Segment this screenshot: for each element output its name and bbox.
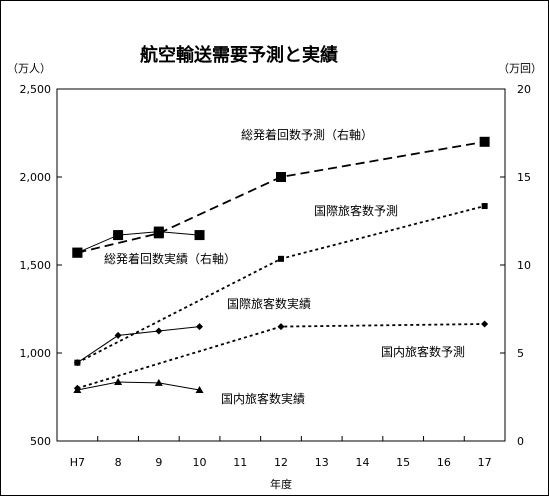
series-label: 国際旅客数実績 — [227, 296, 311, 311]
series-labels: 総発着回数予測（右軸） 総発着回数実績（右軸） 国際旅客数予測国際旅客数実績国内旅客… — [104, 127, 465, 406]
data-point-marker — [194, 230, 205, 241]
series-line — [76, 205, 485, 364]
x-axis-tick-label: 13 — [315, 456, 329, 469]
series-group — [72, 226, 205, 258]
series-label: 国際旅客数予測 — [314, 203, 398, 218]
data-point-marker — [114, 378, 123, 386]
data-point-marker — [114, 331, 122, 339]
x-axis-tick-label: 12 — [274, 456, 288, 469]
x-axis-tick-label: 14 — [355, 456, 369, 469]
data-point-marker — [276, 172, 286, 182]
data-point-marker — [155, 327, 163, 335]
left-axis-tick-label: 500 — [30, 435, 51, 448]
left-axis-tick-label: 2,500 — [20, 83, 52, 96]
left-axis-tick-label: 1,000 — [20, 347, 52, 360]
series-line — [77, 381, 200, 391]
series-label: 国内旅客数実績 — [221, 391, 305, 406]
data-point-marker — [113, 230, 124, 241]
series-line — [77, 231, 200, 254]
axes: 500 1,000 1,500 2,000 2,500 0 5 10 15 20 H7 8 9 10 11 1… — [20, 83, 532, 469]
series-label: 国内旅客数予測 — [381, 344, 465, 359]
left-axis-tick-label: 2,000 — [20, 171, 52, 184]
right-axis-unit-label: （万回） — [498, 62, 542, 75]
data-point-marker — [73, 385, 82, 393]
data-point-marker — [73, 359, 81, 367]
x-axis-tick-label: 10 — [193, 456, 207, 469]
series-group — [73, 323, 204, 367]
x-axis-tick-label: 16 — [437, 456, 451, 469]
right-axis-tick-label: 20 — [517, 83, 531, 96]
data-point-marker — [481, 203, 488, 210]
series-label: 総発着回数予測（右軸） — [241, 127, 373, 142]
x-axis-tick-label: 9 — [155, 456, 162, 469]
data-point-marker — [278, 255, 284, 262]
series-line — [77, 140, 485, 254]
left-axis-tick-label: 1,500 — [20, 259, 52, 272]
x-axis-tick-label: H7 — [70, 456, 85, 469]
data-point-marker — [153, 226, 164, 237]
right-axis-tick-label: 5 — [517, 347, 524, 360]
data-point-marker — [72, 247, 83, 258]
data-point-marker — [481, 320, 489, 328]
right-axis-tick-label: 15 — [517, 171, 531, 184]
x-axis-label: 年度 — [270, 477, 292, 491]
series-line — [77, 326, 200, 364]
data-point-marker — [195, 385, 204, 393]
chart-title: 航空輸送需要予測と実績 — [140, 44, 338, 66]
x-axis-tick-label: 11 — [233, 456, 247, 469]
series-layer — [72, 136, 490, 393]
series-group — [72, 136, 490, 258]
series-label: 総発着回数実績（右軸） — [104, 251, 236, 266]
data-point-marker — [479, 136, 490, 147]
series-group — [73, 378, 204, 393]
x-axis-tick-label: 17 — [478, 456, 492, 469]
left-axis-unit-label: （万人） — [7, 62, 51, 75]
x-axis-tick-label: 8 — [115, 456, 122, 469]
data-point-marker — [154, 378, 163, 386]
right-axis-tick-label: 0 — [517, 435, 524, 448]
data-point-marker — [277, 323, 285, 331]
x-axis-tick-label: 15 — [396, 456, 410, 469]
data-point-marker — [196, 323, 204, 331]
right-axis-tick-label: 10 — [517, 259, 531, 272]
series-group — [74, 203, 488, 366]
